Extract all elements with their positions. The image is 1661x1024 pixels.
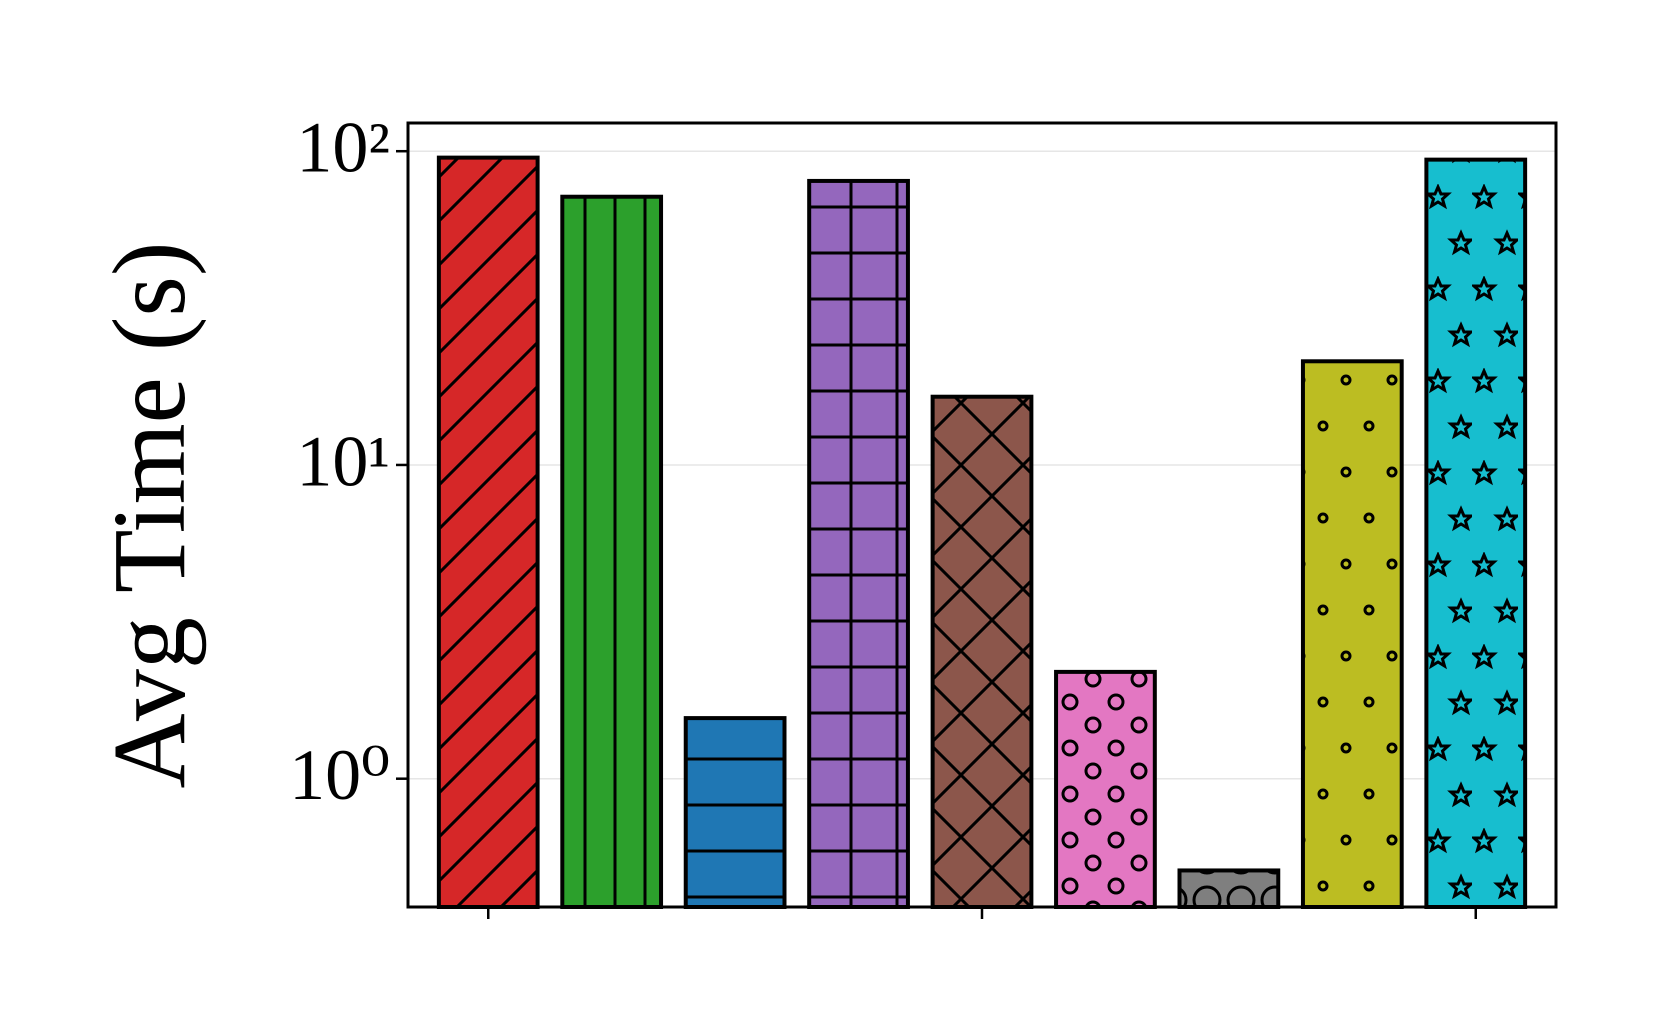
bar-group — [930, 394, 1034, 909]
bar-hatch — [1177, 868, 1281, 909]
bar-group — [560, 194, 664, 909]
bar-group — [1424, 157, 1528, 909]
y-tick-label: 10¹ — [296, 421, 390, 501]
y-tick-label: 10² — [296, 108, 390, 188]
bar-hatch — [1424, 157, 1528, 909]
plot-area — [408, 150, 1556, 910]
bar-group — [436, 155, 540, 910]
bar-hatch — [683, 716, 787, 909]
y-axis-label: Avg Time (s) — [92, 241, 207, 788]
bar-hatch — [930, 394, 1034, 909]
bar-group — [1300, 359, 1404, 909]
bar-hatch — [1054, 669, 1157, 910]
bar-hatch — [436, 155, 540, 910]
bar-hatch — [807, 178, 910, 910]
bar-group — [1054, 669, 1157, 910]
bar-group — [683, 716, 787, 909]
bar-hatch — [560, 194, 664, 909]
y-tick-label: 10⁰ — [289, 735, 390, 815]
bar-group — [807, 178, 910, 910]
bar-hatch — [1300, 359, 1404, 909]
bar-group — [1177, 868, 1281, 909]
